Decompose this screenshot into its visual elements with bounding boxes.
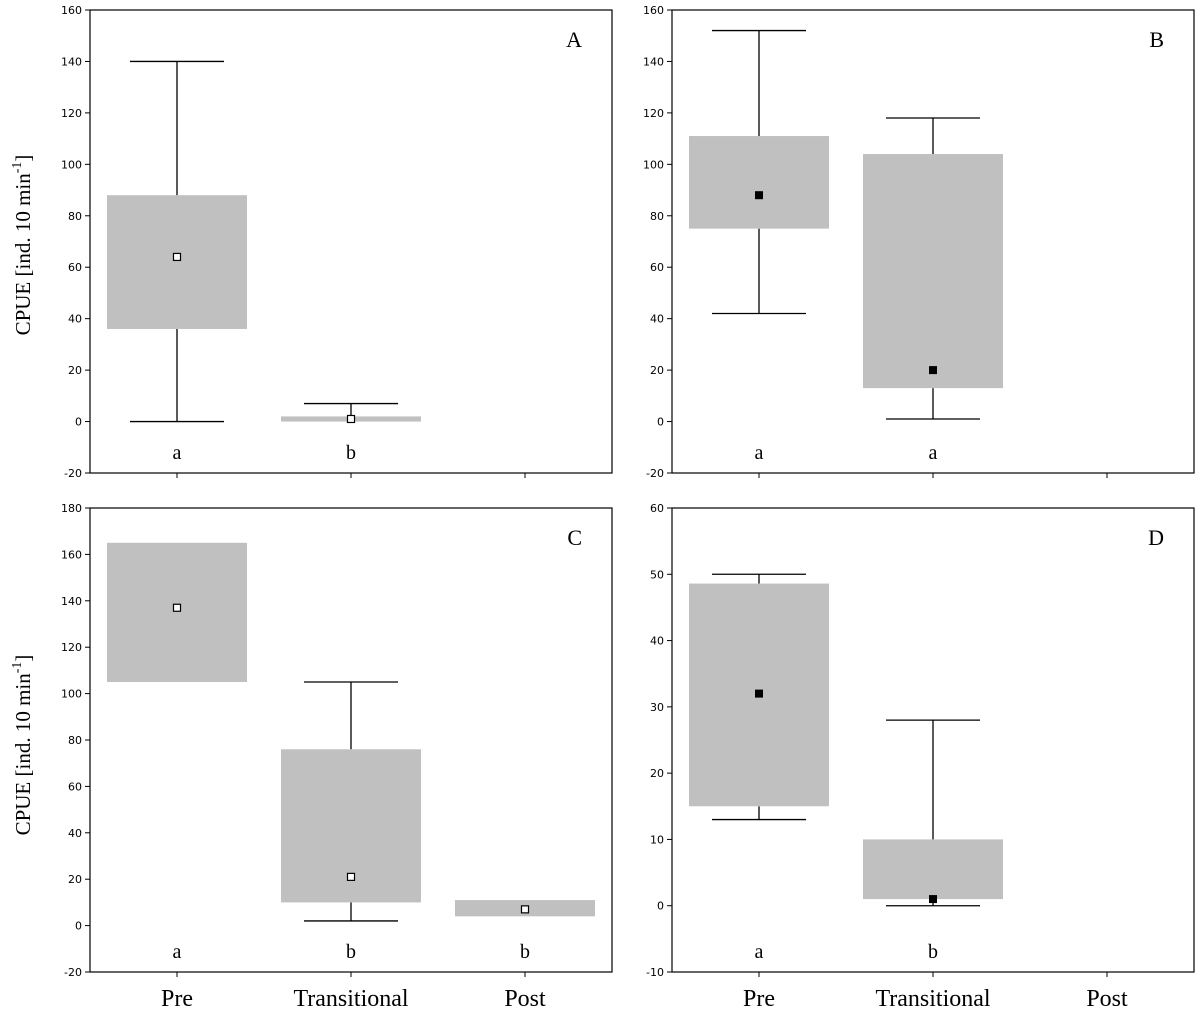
y-tick-label: 50 — [650, 568, 664, 581]
panel-label: D — [1148, 525, 1164, 550]
panel-b: -20 0 20 40 60 80 100 120 140 160 Ba a — [643, 4, 1195, 480]
significance-letter: a — [173, 941, 182, 963]
x-category-label-pre: Pre — [161, 986, 193, 1012]
y-tick-label: 20 — [68, 873, 82, 886]
iqr-box — [107, 195, 247, 329]
y-tick-label: 10 — [650, 833, 664, 846]
box-group-pre: a — [689, 573, 829, 963]
y-tick-label: 60 — [650, 261, 664, 274]
box-group-transitional: a — [863, 117, 1003, 464]
box-group-transitional: b — [281, 681, 421, 963]
y-tick-label: 40 — [650, 635, 664, 648]
iqr-box — [863, 839, 1003, 900]
y-tick-label: 30 — [650, 701, 664, 714]
y-tick-label: 0 — [657, 900, 664, 913]
iqr-box — [863, 154, 1003, 389]
y-tick-label: 80 — [650, 210, 664, 223]
y-tick-label: 180 — [61, 502, 82, 515]
y-tick-label: 160 — [61, 548, 82, 561]
y-tick-label: -20 — [646, 467, 664, 480]
box-group-pre: a — [107, 60, 247, 464]
panel-c: -20 0 20 40 60 80 100 120 140 160 180 Ca b b — [61, 502, 613, 979]
significance-letter: a — [929, 442, 938, 464]
y-tick-label: 60 — [68, 780, 82, 793]
x-category-label-pre: Pre — [743, 986, 775, 1012]
x-category-label-post: Post — [1086, 986, 1128, 1012]
x-category-label-transitional: Transitional — [293, 986, 408, 1012]
y-tick-label: 0 — [75, 920, 82, 933]
y-tick-label: 140 — [643, 55, 664, 68]
x-category-labels-left: Pre Transitional Post — [161, 986, 546, 1012]
box-group-pre: a — [107, 542, 247, 963]
box-group-post: b — [455, 900, 595, 963]
x-category-label-transitional: Transitional — [875, 986, 990, 1012]
significance-letter: b — [520, 941, 530, 963]
median-marker — [346, 414, 356, 424]
median-marker — [172, 603, 182, 612]
box-group-transitional: b — [281, 402, 421, 464]
y-tick-label: 20 — [650, 364, 664, 377]
median-marker — [929, 366, 937, 375]
y-tick-label: 100 — [643, 158, 664, 171]
y-tick-label: 120 — [61, 641, 82, 654]
median-marker — [929, 895, 937, 904]
x-category-label-post: Post — [504, 986, 546, 1012]
y-tick-label: 80 — [68, 734, 82, 747]
box-group-pre: a — [689, 29, 829, 464]
significance-letter: b — [928, 941, 938, 963]
median-marker — [172, 252, 182, 262]
y-tick-label: 0 — [657, 416, 664, 429]
y-tick-label: -10 — [646, 966, 664, 979]
y-axis-label-top: CPUE [ind. 10 min-1] — [10, 155, 35, 336]
y-tick-label: 60 — [68, 261, 82, 274]
y-tick-label: 20 — [650, 767, 664, 780]
median-marker — [755, 191, 763, 200]
y-tick-label: 40 — [68, 827, 82, 840]
y-tick-label: 0 — [75, 416, 82, 429]
y-tick-label: 120 — [61, 107, 82, 120]
y-tick-label: 80 — [68, 210, 82, 223]
panel-d: -10 0 10 20 30 40 50 60 Da b — [646, 502, 1195, 979]
significance-letter: a — [755, 442, 764, 464]
median-marker — [346, 872, 356, 881]
y-tick-label: 160 — [61, 4, 82, 17]
significance-letter: a — [755, 941, 764, 963]
y-tick-label: 140 — [61, 55, 82, 68]
iqr-box — [689, 136, 829, 229]
y-tick-label: -20 — [64, 467, 82, 480]
significance-letter: a — [173, 442, 182, 464]
y-tick-label: 160 — [643, 4, 664, 17]
y-tick-label: -20 — [64, 966, 82, 979]
y-tick-label: 60 — [650, 502, 664, 515]
iqr-box — [107, 542, 247, 682]
significance-letter: b — [346, 941, 356, 963]
y-tick-label: 40 — [650, 313, 664, 326]
y-tick-label: 20 — [68, 364, 82, 377]
y-tick-label: 120 — [643, 107, 664, 120]
panel-label: A — [566, 27, 582, 52]
x-category-labels-right: Pre Transitional Post — [743, 986, 1128, 1012]
panel-label: C — [567, 525, 582, 550]
median-marker — [755, 689, 763, 698]
significance-letter: b — [346, 442, 356, 464]
y-tick-label: 100 — [61, 688, 82, 701]
panel-a: -20 0 20 40 60 80 100 120 140 160 Aa b — [61, 4, 613, 480]
box-group-transitional: b — [863, 719, 1003, 963]
y-tick-label: 140 — [61, 595, 82, 608]
y-axis-label-bottom: CPUE [ind. 10 min-1] — [10, 655, 35, 836]
median-marker — [520, 905, 530, 914]
panel-label: B — [1149, 27, 1164, 52]
y-tick-label: 40 — [68, 313, 82, 326]
y-tick-label: 100 — [61, 158, 82, 171]
